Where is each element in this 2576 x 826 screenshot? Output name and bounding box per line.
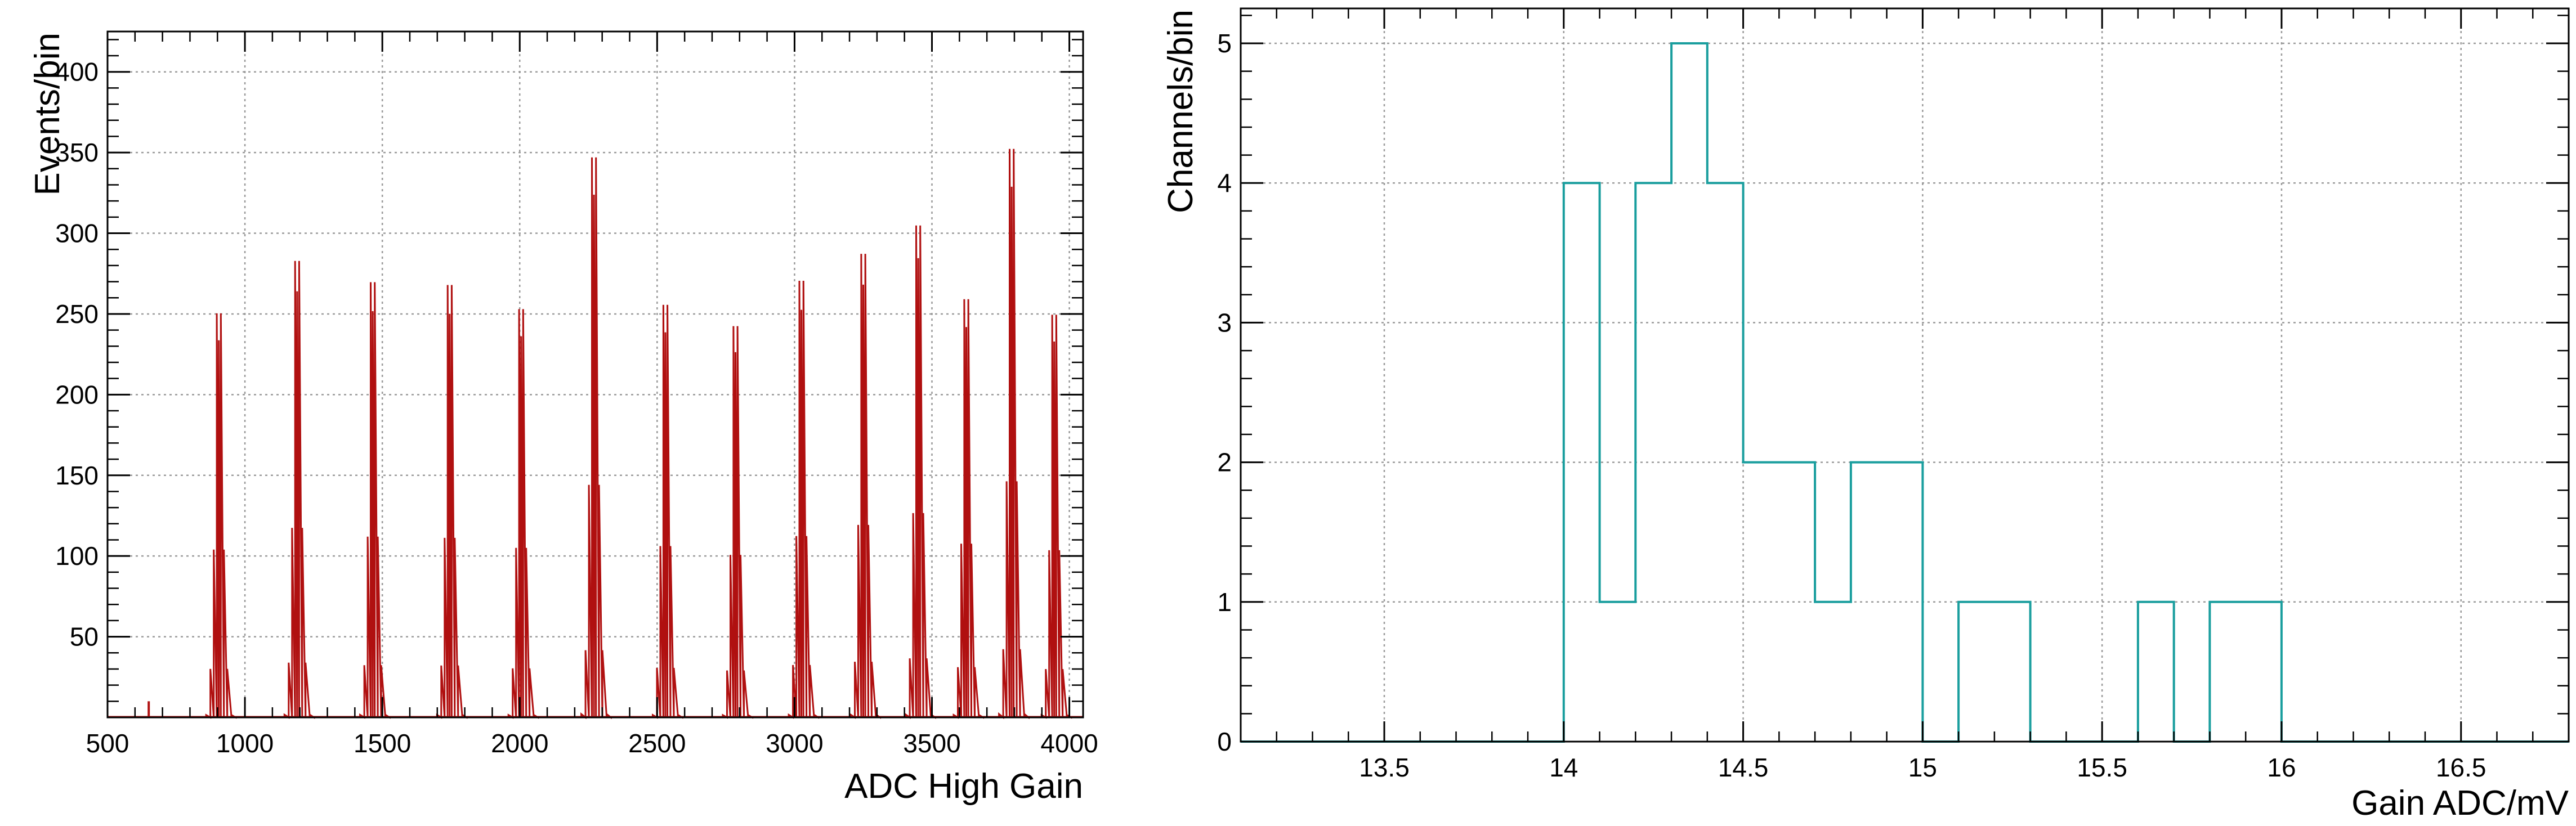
- right-bin-bar: [2246, 602, 2282, 742]
- left-peak: [949, 299, 984, 719]
- left-peak: [784, 280, 820, 719]
- right-x-tick-label: 13.5: [1359, 753, 1410, 782]
- right-frame: [1240, 7, 2570, 743]
- left-x-tick-label: 2000: [491, 729, 548, 758]
- left-x-tick-label: 1000: [216, 729, 274, 758]
- right-bin-bar: [1851, 463, 1887, 742]
- left-y-tick-label: 350: [55, 138, 99, 167]
- right-histogram-panel: 13.5 14 14.5 15 15.5 16 16.5 0 1 2 3 4 5 Gain ADC/mV C…: [1161, 7, 2570, 823]
- right-bin-bar: [1958, 602, 1994, 742]
- left-peak: [1036, 315, 1072, 719]
- left-x-tick-label: 2500: [628, 729, 686, 758]
- right-bin-bar: [1707, 183, 1743, 742]
- right-bin-bar: [1994, 602, 2031, 742]
- left-x-tick-label: 3000: [766, 729, 823, 758]
- right-y-axis-title: Channels/bin: [1161, 10, 1200, 213]
- right-y-tick-label: 3: [1217, 308, 1232, 337]
- right-x-tick-label: 15: [1908, 753, 1937, 782]
- right-x-tick-label: 14: [1549, 753, 1578, 782]
- left-histogram-panel: 500 1000 1500 2000 2500 3000 3500 4000 50 100 150 2…: [28, 30, 1098, 806]
- right-bin-bar: [1564, 183, 1600, 742]
- left-peak: [201, 313, 237, 719]
- right-bin-bar: [1743, 463, 1779, 742]
- right-y-tick-label: 4: [1217, 168, 1232, 197]
- left-y-tick-label: 100: [55, 541, 99, 571]
- right-x-tick-label: 15.5: [2077, 753, 2127, 782]
- right-bin-bar: [1815, 602, 1851, 742]
- right-histogram-outline: [1241, 42, 2569, 743]
- left-peak: [994, 149, 1030, 720]
- left-x-tick-label: 1500: [354, 729, 411, 758]
- right-bin-bar: [1779, 463, 1815, 742]
- left-x-tick-label: 500: [86, 729, 129, 758]
- right-bin-bar: [1671, 43, 1707, 742]
- left-peak: [576, 157, 612, 720]
- left-x-tick-label: 3500: [903, 729, 960, 758]
- left-peak: [846, 254, 881, 719]
- left-peak: [503, 309, 539, 719]
- left-peak: [718, 326, 753, 719]
- left-y-tick-label: 250: [55, 299, 99, 329]
- left-x-tick-label: 4000: [1040, 729, 1098, 758]
- left-frame: [106, 30, 1084, 719]
- right-y-tick-label: 5: [1217, 29, 1232, 58]
- left-peak: [355, 282, 391, 719]
- left-y-tick-label: 300: [55, 219, 99, 248]
- left-y-axis-title: Events/bin: [28, 33, 67, 196]
- left-peak: [432, 285, 468, 719]
- right-x-tick-label: 16: [2267, 753, 2296, 782]
- left-peak: [647, 304, 683, 719]
- right-bin-bar: [2138, 602, 2174, 742]
- right-bin-bar: [1887, 463, 1923, 742]
- left-peak: [900, 225, 936, 719]
- left-y-tick-label: 150: [55, 461, 99, 490]
- right-x-tick-label: 16.5: [2436, 753, 2486, 782]
- right-y-tick-label: 1: [1217, 587, 1232, 617]
- right-x-axis-title: Gain ADC/mV: [2351, 784, 2569, 823]
- left-y-tick-label: 50: [70, 622, 99, 652]
- left-x-axis-title: ADC High Gain: [844, 767, 1083, 806]
- left-y-tick-label: 400: [55, 57, 99, 87]
- right-y-tick-label: 0: [1217, 727, 1232, 756]
- right-x-tick-label: 14.5: [1718, 753, 1769, 782]
- right-y-tick-label: 2: [1217, 448, 1232, 477]
- left-peak: [279, 261, 315, 719]
- left-y-tick-label: 200: [55, 380, 99, 409]
- right-bin-bar: [2210, 602, 2246, 742]
- right-bin-bar: [1635, 183, 1671, 742]
- right-bin-bar: [1600, 602, 1636, 742]
